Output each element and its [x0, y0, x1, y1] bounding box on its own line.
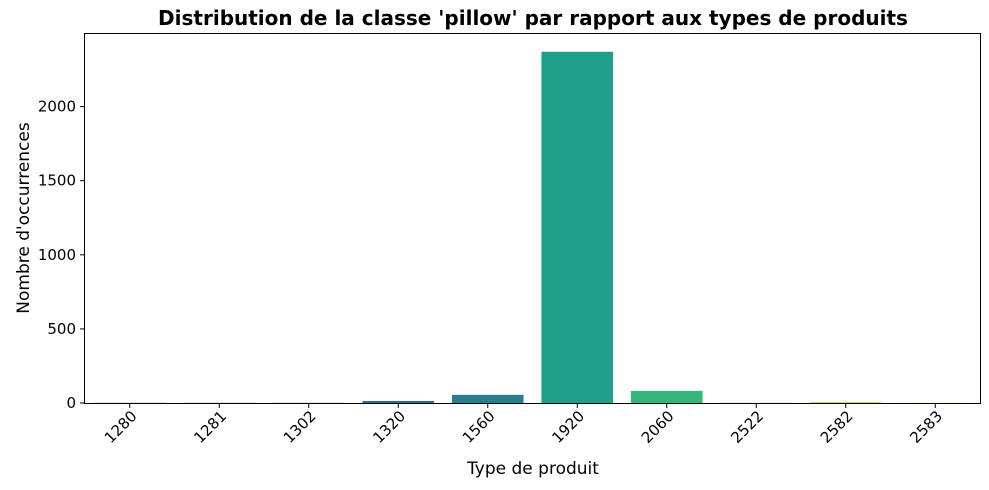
- y-tick-label: 1500: [38, 172, 76, 190]
- y-axis-label: Nombre d'occurrences: [14, 122, 34, 314]
- bar-1920: [541, 51, 614, 403]
- y-tick-label: 500: [47, 320, 76, 338]
- y-axis: 0 500 1000 1500 2000: [38, 98, 85, 412]
- x-axis-label: Type de produit: [466, 459, 599, 479]
- x-axis: 1280 1281 1302 1320 1560 1920 2060 2522 2582 2583: [101, 403, 946, 447]
- x-tick-label: 2060: [638, 407, 678, 447]
- bar-1320: [362, 400, 435, 403]
- x-tick-label: 2582: [817, 407, 857, 447]
- x-tick-label: 1560: [459, 407, 499, 447]
- x-tick-label: 1281: [190, 407, 230, 447]
- bars-layer: [93, 51, 972, 403]
- y-tick-label: 0: [66, 394, 76, 412]
- y-tick-label: 2000: [38, 98, 76, 116]
- x-tick-label: 2522: [727, 407, 767, 447]
- x-tick-label: 2583: [906, 407, 946, 447]
- bar-1560: [451, 394, 524, 403]
- axes-frame: [84, 33, 981, 404]
- x-tick-label: 1302: [280, 407, 320, 447]
- bar-2582: [809, 402, 882, 403]
- x-tick-label: 1320: [369, 407, 409, 447]
- bar-2060: [630, 390, 703, 403]
- y-tick-label: 1000: [38, 246, 76, 264]
- chart-title: Distribution de la classe 'pillow' par r…: [158, 6, 908, 30]
- x-tick-label: 1920: [548, 407, 588, 447]
- x-tick-label: 1280: [101, 407, 141, 447]
